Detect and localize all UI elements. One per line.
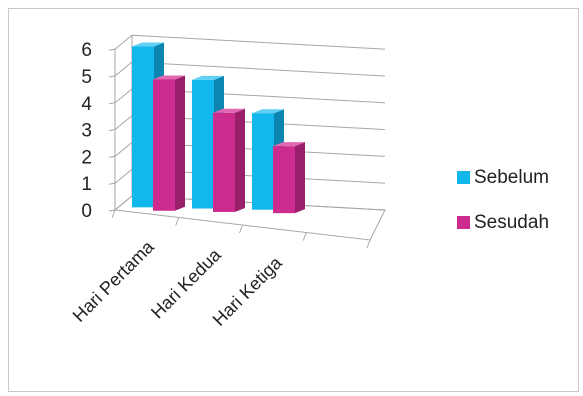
side-gridline [114, 168, 133, 184]
gridline [131, 61, 386, 77]
x-tick-mark [302, 232, 307, 241]
bar-hari-ketiga-sesudah [273, 142, 305, 214]
legend: Sebelum Sesudah [457, 167, 549, 233]
bar-top [153, 75, 185, 80]
bar-top [213, 108, 245, 113]
y-tick-label: 2 [81, 147, 92, 168]
y-tick-mark [108, 155, 116, 158]
bar-front [252, 113, 274, 210]
x-category-label: Hari Ketiga [209, 252, 287, 330]
bar-front [273, 146, 295, 214]
y-tick-mark [108, 209, 116, 212]
bars [132, 42, 305, 214]
bar-top [273, 142, 305, 147]
bar-hari-kedua-sesudah [213, 108, 245, 212]
x-tick-mark [175, 217, 180, 226]
bar-side [295, 142, 305, 214]
bar-hari-pertama-sesudah [153, 75, 185, 211]
y-axis-ticks: 0 1 2 3 4 5 6 [81, 40, 116, 222]
side-gridline [114, 61, 133, 77]
legend-item-sesudah: Sesudah [457, 212, 549, 233]
bar-front [132, 46, 154, 208]
legend-label: Sesudah [474, 212, 549, 233]
side-gridline [114, 115, 133, 130]
bar-top [252, 109, 284, 114]
floor [113, 195, 386, 241]
y-tick-mark [108, 75, 116, 78]
y-tick-mark [108, 102, 116, 105]
y-tick-label: 4 [81, 94, 92, 115]
x-tick-mark [239, 224, 243, 234]
legend-label: Sebelum [474, 167, 549, 188]
bar-side [175, 75, 185, 211]
x-category-label: Hari Pertama [69, 236, 159, 326]
legend-swatch [457, 216, 470, 229]
side-gridline [114, 142, 133, 157]
legend-swatch [457, 171, 470, 184]
y-tick-mark [108, 182, 116, 185]
side-gridline [114, 88, 133, 104]
y-tick-label: 3 [81, 121, 92, 142]
bar-top [132, 42, 164, 47]
bar-top [192, 75, 224, 80]
x-tick-mark [366, 239, 371, 249]
gridline [131, 34, 386, 50]
y-tick-label: 5 [81, 67, 92, 88]
legend-item-sebelum: Sebelum [457, 167, 549, 188]
x-tick-mark [111, 209, 116, 219]
y-tick-label: 1 [81, 174, 92, 195]
bar-front [192, 79, 214, 209]
y-tick-mark [108, 129, 116, 132]
y-tick-label: 6 [81, 40, 92, 61]
bar-front [213, 112, 235, 212]
bar-side [235, 108, 245, 212]
y-tick-mark [108, 48, 116, 51]
side-gridline [114, 34, 133, 50]
bar-front [153, 79, 175, 211]
y-tick-label: 0 [81, 201, 92, 222]
